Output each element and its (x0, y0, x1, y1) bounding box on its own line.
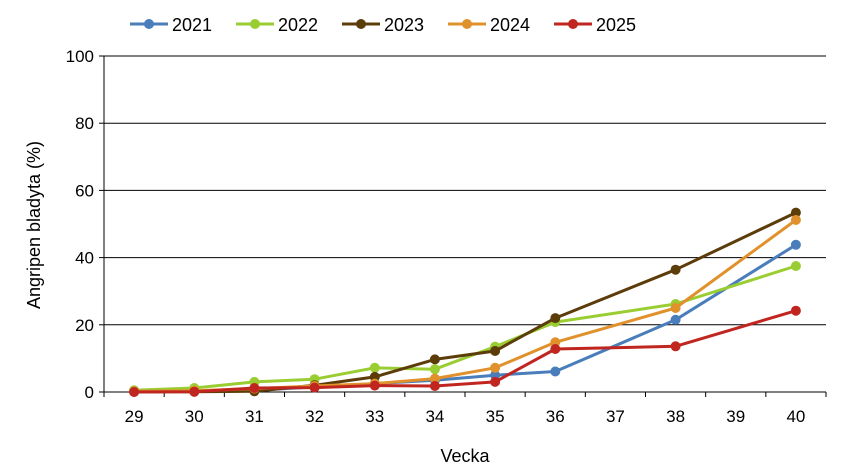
x-tick-label-40: 40 (786, 407, 805, 426)
data-point-2022-34 (429, 364, 440, 375)
x-tick-label-30: 30 (185, 407, 204, 426)
data-point-2021-38 (670, 314, 681, 325)
y-tick-label-60: 60 (75, 181, 94, 200)
data-point-2023-34 (429, 354, 440, 365)
series-line-2023 (134, 211, 797, 394)
x-tick-label-34: 34 (425, 407, 444, 426)
series-2023 (129, 207, 801, 397)
legend-item-2021: 2021 (130, 15, 212, 35)
legend-swatch-marker-2023 (356, 19, 366, 29)
legend-label-2021: 2021 (172, 15, 212, 35)
y-tick-label-100: 100 (66, 47, 94, 66)
legend-item-2024: 2024 (448, 15, 530, 35)
legend-item-2025: 2025 (554, 15, 636, 35)
data-point-2025-34 (429, 381, 440, 391)
data-point-2025-36 (550, 344, 561, 354)
data-point-2021-36 (550, 366, 561, 377)
x-tick-label-31: 31 (245, 407, 264, 426)
data-point-2025-31 (249, 383, 260, 393)
data-point-2023-40 (790, 207, 801, 218)
data-point-2024-35 (490, 362, 501, 373)
data-point-2025-38 (670, 341, 681, 352)
data-point-2023-38 (670, 264, 681, 275)
data-point-2023-35 (490, 346, 501, 356)
legend-item-2023: 2023 (342, 15, 424, 35)
y-tick-label-20: 20 (75, 316, 94, 335)
legend-swatch-marker-2022 (250, 19, 260, 29)
x-tick-label-32: 32 (305, 407, 324, 426)
gridlines (104, 55, 826, 326)
legend-label-2025: 2025 (596, 15, 636, 35)
legend-label-2023: 2023 (384, 15, 424, 35)
x-tick-label-38: 38 (666, 407, 685, 426)
y-axis-title: Angripen bladyta (%) (24, 141, 44, 309)
y-tick-label-0: 0 (85, 383, 94, 402)
data-point-2025-35 (490, 376, 501, 387)
data-point-2023-36 (550, 313, 561, 324)
data-point-2025-32 (309, 382, 320, 393)
legend-label-2022: 2022 (278, 15, 318, 35)
data-point-2022-33 (369, 362, 380, 373)
y-tick-label-80: 80 (75, 114, 94, 133)
legend-label-2024: 2024 (490, 15, 530, 35)
series-2022 (129, 261, 801, 396)
data-point-2024-34 (429, 373, 440, 384)
series-line-2022 (134, 264, 797, 392)
data-point-2021-40 (790, 239, 801, 250)
legend-swatch-marker-2024 (462, 19, 472, 29)
x-tick-label-33: 33 (365, 407, 384, 426)
legend-swatch-marker-2025 (568, 19, 578, 29)
series-line-2021 (134, 243, 797, 394)
data-point-2025-33 (369, 380, 380, 391)
x-tick-label-35: 35 (486, 407, 505, 426)
data-point-2022-40 (790, 261, 801, 271)
x-tick-label-29: 29 (125, 407, 144, 426)
series-lines (129, 207, 801, 397)
axes: 0 20 40 60 80 100 29 30 31 32 33 34 35 36 37 38 39 40 (66, 47, 827, 426)
data-point-2024-38 (670, 303, 681, 313)
x-tick-label-37: 37 (606, 407, 625, 426)
data-point-2025-40 (790, 305, 801, 316)
series-line-2025 (134, 309, 797, 394)
y-tick-label-40: 40 (75, 249, 94, 268)
x-tick-label-39: 39 (726, 407, 745, 426)
series-2025 (129, 305, 801, 397)
data-point-2025-30 (189, 386, 200, 397)
x-tick-label-36: 36 (546, 407, 565, 426)
legend-item-2022: 2022 (236, 15, 318, 35)
data-point-2024-40 (790, 215, 801, 225)
legend-swatch-marker-2021 (144, 19, 154, 29)
legend: 2021 2022 2023 2024 2025 (130, 15, 636, 35)
x-axis-title: Vecka (440, 446, 490, 466)
data-point-2025-29 (129, 387, 140, 397)
